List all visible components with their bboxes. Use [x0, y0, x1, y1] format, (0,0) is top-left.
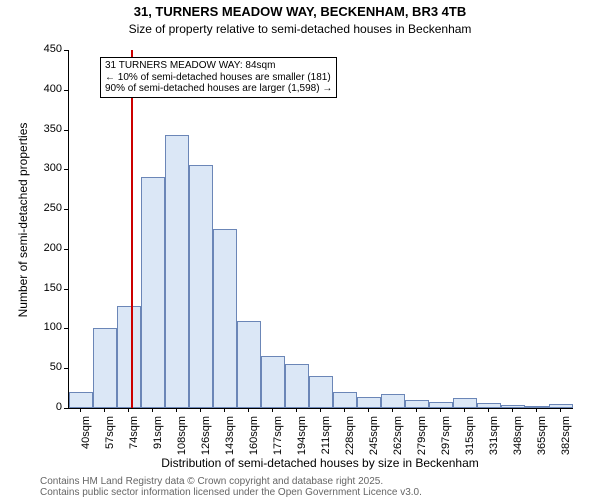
histogram-bar	[477, 403, 501, 408]
y-tick-label: 200	[28, 242, 62, 254]
y-tick-label: 150	[28, 282, 62, 294]
x-tick-mark	[416, 408, 417, 412]
x-tick-mark	[344, 408, 345, 412]
y-tick-mark	[64, 209, 68, 210]
histogram-bar	[285, 364, 309, 408]
x-tick-label: 279sqm	[416, 416, 428, 466]
histogram-bar	[453, 398, 477, 408]
x-tick-label: 348sqm	[512, 416, 524, 466]
x-tick-mark	[224, 408, 225, 412]
footer: Contains HM Land Registry data © Crown c…	[40, 476, 422, 498]
x-tick-label: 245sqm	[368, 416, 380, 466]
x-tick-label: 108sqm	[176, 416, 188, 466]
x-tick-mark	[320, 408, 321, 412]
y-tick-label: 250	[28, 202, 62, 214]
x-tick-mark	[512, 408, 513, 412]
annotation-line: 31 TURNERS MEADOW WAY: 84sqm	[105, 60, 332, 72]
x-tick-label: 91sqm	[152, 416, 164, 466]
histogram-bar	[309, 376, 333, 408]
histogram-bar	[117, 306, 141, 408]
histogram-bar	[261, 356, 285, 408]
x-tick-mark	[368, 408, 369, 412]
x-tick-mark	[560, 408, 561, 412]
x-tick-mark	[296, 408, 297, 412]
y-tick-label: 450	[28, 43, 62, 55]
title-main: 31, TURNERS MEADOW WAY, BECKENHAM, BR3 4…	[134, 4, 467, 19]
y-tick-label: 50	[28, 361, 62, 373]
x-tick-mark	[272, 408, 273, 412]
x-tick-label: 177sqm	[272, 416, 284, 466]
y-tick-mark	[64, 328, 68, 329]
x-tick-mark	[536, 408, 537, 412]
y-tick-label: 350	[28, 123, 62, 135]
y-tick-mark	[64, 90, 68, 91]
subtitle-text: Size of property relative to semi-detach…	[129, 22, 472, 36]
x-tick-label: 365sqm	[536, 416, 548, 466]
x-tick-label: 211sqm	[320, 416, 332, 466]
x-tick-label: 331sqm	[488, 416, 500, 466]
x-tick-mark	[80, 408, 81, 412]
x-tick-label: 126sqm	[200, 416, 212, 466]
histogram-bar	[189, 165, 213, 408]
histogram-bar	[141, 177, 165, 408]
y-tick-label: 300	[28, 162, 62, 174]
x-tick-label: 382sqm	[560, 416, 572, 466]
x-tick-label: 160sqm	[248, 416, 260, 466]
x-tick-mark	[488, 408, 489, 412]
y-tick-mark	[64, 289, 68, 290]
y-axis-label: Number of semi-detached properties	[16, 50, 30, 390]
histogram-bar	[525, 406, 549, 408]
footer-line2: Contains public sector information licen…	[40, 487, 422, 498]
histogram-bar	[69, 392, 93, 408]
y-tick-label: 0	[28, 401, 62, 413]
x-tick-mark	[392, 408, 393, 412]
x-tick-label: 194sqm	[296, 416, 308, 466]
x-tick-label: 40sqm	[80, 416, 92, 466]
y-tick-mark	[64, 249, 68, 250]
histogram-bar	[429, 402, 453, 408]
y-tick-mark	[64, 408, 68, 409]
histogram-bar	[165, 135, 189, 408]
y-tick-mark	[64, 169, 68, 170]
annotation-line: 90% of semi-detached houses are larger (…	[105, 83, 332, 95]
x-tick-label: 262sqm	[392, 416, 404, 466]
x-tick-mark	[176, 408, 177, 412]
x-tick-label: 315sqm	[464, 416, 476, 466]
footer-line1: Contains HM Land Registry data © Crown c…	[40, 476, 422, 487]
histogram-bar	[213, 229, 237, 408]
y-tick-label: 100	[28, 321, 62, 333]
marker-line	[131, 50, 133, 408]
x-tick-mark	[128, 408, 129, 412]
y-tick-mark	[64, 130, 68, 131]
histogram-bar	[501, 405, 525, 408]
x-tick-mark	[200, 408, 201, 412]
x-tick-label: 228sqm	[344, 416, 356, 466]
x-tick-label: 57sqm	[104, 416, 116, 466]
annotation-line: ← 10% of semi-detached houses are smalle…	[105, 72, 332, 84]
chart-container: 31, TURNERS MEADOW WAY, BECKENHAM, BR3 4…	[0, 0, 600, 500]
x-tick-mark	[440, 408, 441, 412]
histogram-bar	[549, 404, 573, 408]
x-tick-mark	[248, 408, 249, 412]
x-tick-mark	[104, 408, 105, 412]
annotation-box: 31 TURNERS MEADOW WAY: 84sqm← 10% of sem…	[100, 57, 337, 98]
x-tick-mark	[152, 408, 153, 412]
histogram-bar	[237, 321, 261, 409]
histogram-bar	[93, 328, 117, 408]
x-tick-mark	[464, 408, 465, 412]
y-tick-mark	[64, 50, 68, 51]
histogram-bar	[405, 400, 429, 408]
histogram-bar	[381, 394, 405, 408]
subtitle: Size of property relative to semi-detach…	[0, 22, 600, 36]
plot-area	[68, 50, 573, 409]
y-tick-mark	[64, 368, 68, 369]
histogram-bar	[357, 397, 381, 408]
x-tick-label: 297sqm	[440, 416, 452, 466]
x-tick-label: 143sqm	[224, 416, 236, 466]
x-tick-label: 74sqm	[128, 416, 140, 466]
histogram-bar	[333, 392, 357, 408]
page-title: 31, TURNERS MEADOW WAY, BECKENHAM, BR3 4…	[0, 4, 600, 19]
y-tick-label: 400	[28, 83, 62, 95]
